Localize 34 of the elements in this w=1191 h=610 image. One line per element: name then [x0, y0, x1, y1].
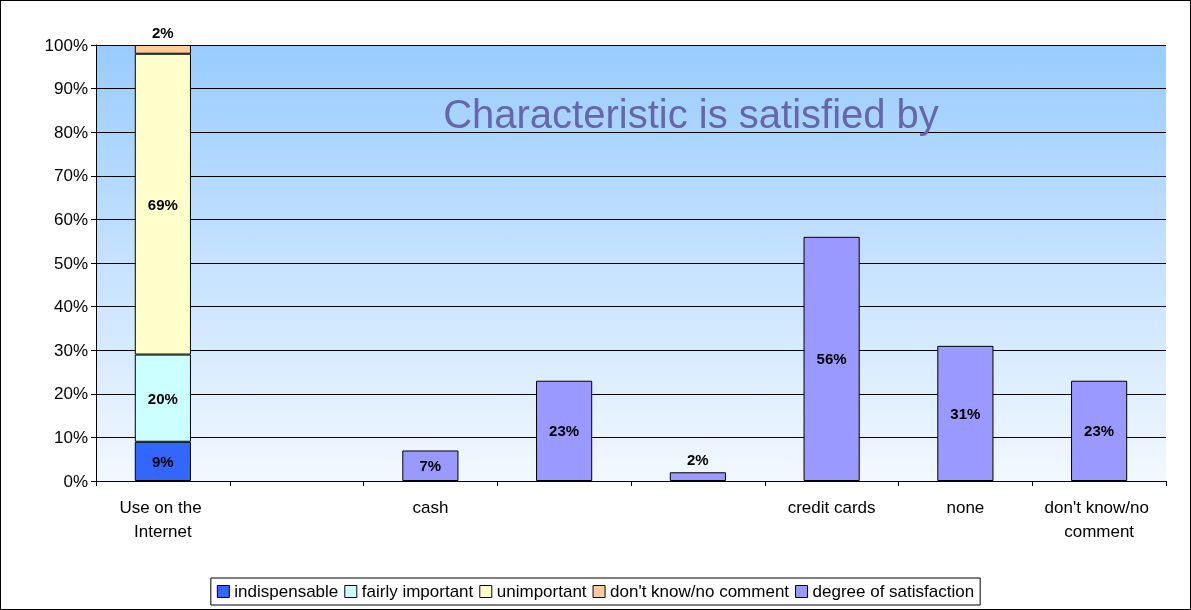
x-tick-label: don't know/no comment: [1044, 497, 1154, 541]
y-tick-label: 10%: [53, 427, 88, 447]
text: Characteristic is satisfied by: [443, 92, 939, 136]
data-label: 7%: [419, 457, 442, 475]
legend-label: don't know/no comment: [610, 582, 790, 601]
y-tick-label: 0%: [63, 471, 88, 491]
data-label: 23%: [1084, 422, 1115, 440]
y-tick-label: 60%: [53, 209, 88, 229]
data-label: 20%: [147, 389, 178, 407]
y-tick-label: 80%: [53, 122, 88, 142]
y-tick-label: 20%: [53, 384, 88, 404]
y-tick-label: 90%: [53, 79, 88, 99]
data-label: 31%: [950, 404, 981, 422]
y-tick-label: 30%: [53, 340, 88, 360]
bar: [402, 450, 459, 481]
legend-label: indispensable: [234, 582, 339, 601]
data-label: 9%: [152, 452, 174, 470]
legend-label: degree of satisfaction: [812, 582, 975, 601]
legend-label: unimportant: [496, 582, 587, 601]
bar: [669, 472, 726, 481]
data-label: 23%: [549, 422, 580, 440]
x-tick-label: none: [946, 497, 985, 517]
data-label: 69%: [147, 195, 178, 213]
x-tick-label: credit cards: [787, 497, 876, 517]
x-tick-label: Use on the Internet: [119, 497, 207, 541]
y-tick-label: 40%: [53, 297, 88, 317]
data-label: 2%: [152, 24, 174, 41]
x-tick-label: cash: [412, 497, 449, 517]
data-label: 2%: [687, 451, 709, 469]
legend-label: fairly important: [361, 582, 474, 601]
y-tick-label: 70%: [53, 166, 88, 186]
data-label: 56%: [816, 350, 847, 368]
y-tick-label: 50%: [53, 253, 88, 273]
y-tick-label: 100%: [44, 35, 88, 55]
